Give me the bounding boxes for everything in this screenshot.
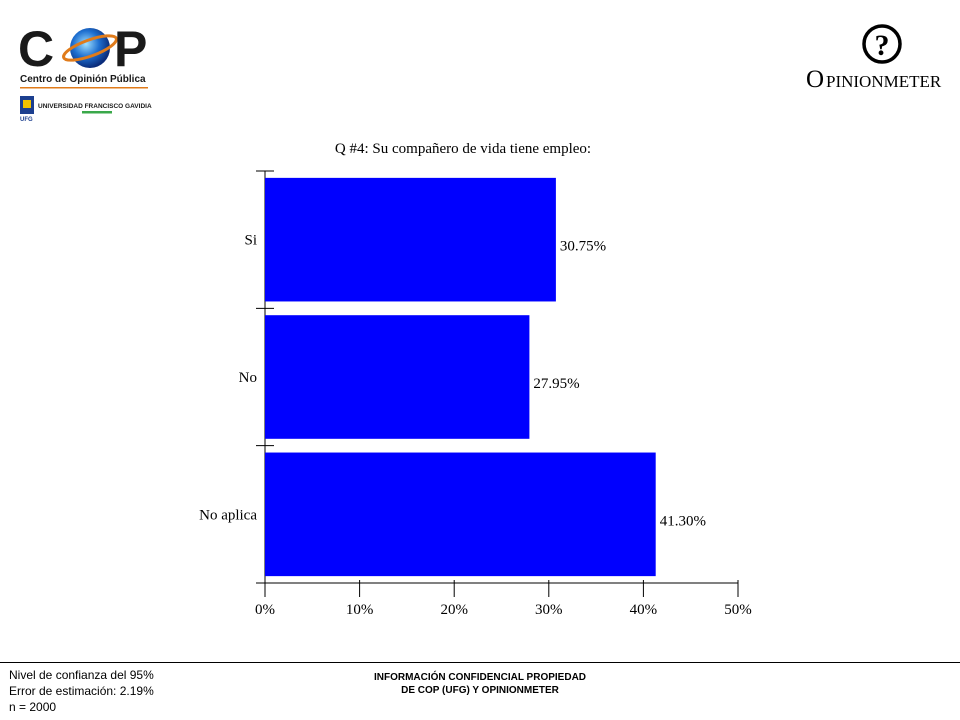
bar-chart: Q #4: Su compañero de vida tiene empleo:… — [199, 141, 752, 618]
opinionmeter-logo: ? O PINIONMETER — [800, 20, 960, 100]
bar — [265, 315, 530, 439]
confidence-level: Nivel de confianza del 95% — [9, 668, 154, 682]
university-name: UNIVERSIDAD FRANCISCO GAVIDIA — [38, 103, 152, 110]
category-label: No — [239, 370, 257, 386]
category-label: Si — [244, 233, 257, 249]
svg-text:P: P — [114, 21, 147, 77]
data-label: 30.75% — [560, 239, 606, 255]
bar — [265, 177, 556, 302]
x-tick-label: 20% — [440, 602, 468, 618]
x-tick-label: 0% — [255, 602, 275, 618]
data-label: 27.95% — [533, 376, 579, 392]
confidentiality-line-2: DE COP (UFG) Y OPINIONMETER — [401, 685, 559, 696]
cop-logo: C P Centro de Opinión Pública UFG UNIVER… — [18, 16, 158, 126]
question-circle-icon — [862, 24, 902, 64]
sample-size: n = 2000 — [9, 700, 57, 714]
confidentiality-line-1: INFORMACIÓN CONFIDENCIAL PROPIEDAD — [373, 672, 587, 683]
confidentiality-notice: INFORMACIÓN CONFIDENCIAL PROPIEDAD DE CO… — [330, 671, 630, 697]
footer-stats: Nivel de confianza del 95% Error de esti… — [9, 667, 154, 715]
svg-text:C: C — [18, 21, 54, 77]
opinionmeter-first-letter: O — [806, 66, 824, 93]
data-label: 41.30% — [660, 513, 706, 529]
bar — [265, 452, 656, 577]
opinionmeter-wordmark: PINIONMETER — [826, 72, 942, 91]
estimation-error: Error de estimación: 2.19% — [9, 684, 154, 698]
opinionmeter-mark: ? — [875, 29, 890, 62]
x-tick-label: 40% — [630, 602, 658, 618]
x-tick-label: 30% — [535, 602, 563, 618]
footer-divider — [0, 662, 960, 663]
x-tick-label: 50% — [724, 602, 752, 618]
category-label: No aplica — [199, 507, 257, 523]
x-tick-label: 10% — [346, 602, 374, 618]
ufg-badge: UFG — [20, 117, 33, 123]
chart-title: Q #4: Su compañero de vida tiene empleo: — [335, 141, 591, 157]
cop-subtitle: Centro de Opinión Pública — [20, 74, 146, 85]
